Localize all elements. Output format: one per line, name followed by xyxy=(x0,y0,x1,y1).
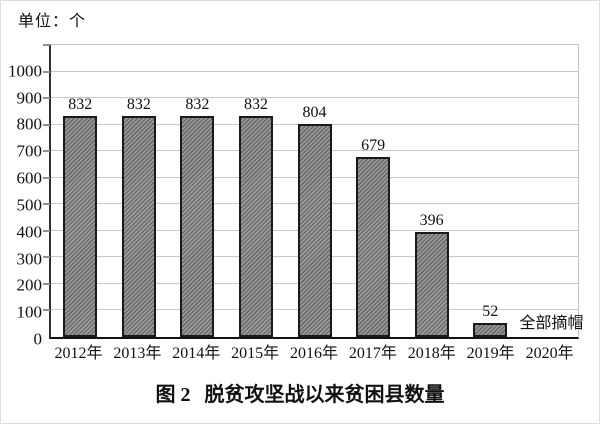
y-tick-label: 400 xyxy=(16,222,43,242)
bar xyxy=(414,231,449,337)
bar-value-label: 52 xyxy=(482,303,499,321)
bar-slot: 832 xyxy=(227,45,286,337)
y-tick-label: 900 xyxy=(16,88,43,108)
bar-value-label: 832 xyxy=(68,96,93,114)
bar xyxy=(356,156,391,337)
y-tick-label: 1000 xyxy=(8,61,42,81)
y-axis-tick xyxy=(43,150,50,153)
y-axis-tick xyxy=(43,203,50,206)
y-tick-label: 100 xyxy=(16,302,43,322)
figure-title-text: 脱贫攻坚战以来贫困县数量 xyxy=(204,384,445,406)
plot-area: 832 832 832 832 804 679 396 52 全部摘帽 xyxy=(43,44,584,339)
bar-slot: 832 xyxy=(51,45,110,337)
bar-slot: 832 xyxy=(110,45,169,337)
unit-label: 单位：个 xyxy=(18,13,87,30)
bar-value-label: 832 xyxy=(185,96,210,114)
y-axis-tick xyxy=(43,176,50,179)
x-tick-label: 2020年 xyxy=(525,345,574,362)
bar xyxy=(180,116,215,337)
bar xyxy=(238,116,273,337)
figure-number: 图 2 xyxy=(155,384,191,406)
bar-slot: 832 xyxy=(168,45,227,337)
y-axis-tick xyxy=(43,97,50,100)
y-axis-tick xyxy=(43,229,50,232)
bar xyxy=(297,123,332,337)
bar-slot: 全部摘帽 xyxy=(519,45,584,337)
bar-slot: 804 xyxy=(285,45,344,337)
y-axis-tick xyxy=(43,256,50,259)
bar-series: 832 832 832 832 804 679 396 52 全部摘帽 xyxy=(51,45,584,337)
x-tick-label: 2013年 xyxy=(113,345,162,362)
y-axis-tick xyxy=(43,70,50,73)
x-tick-label: 2014年 xyxy=(172,345,221,362)
gridline xyxy=(51,70,578,72)
y-axis-tick xyxy=(43,309,50,312)
x-tick-label: 2015年 xyxy=(231,345,280,362)
gridline xyxy=(51,97,578,99)
bar xyxy=(121,116,156,337)
y-axis-labels: 0 100 200 300 400 500 600 700 800 900 1000 xyxy=(1,44,43,347)
bar xyxy=(473,323,508,337)
bar xyxy=(63,116,98,337)
x-tick-label: 2016年 xyxy=(290,345,339,362)
y-tick-label: 600 xyxy=(16,168,43,188)
x-axis-labels: 2012年 2013年 2014年 2015年 2016年 2017年 2018年 2019年… xyxy=(49,344,579,363)
y-tick-label: 0 xyxy=(33,329,43,349)
y-tick-label: 700 xyxy=(16,141,43,161)
y-axis-tick xyxy=(43,44,50,46)
bar-value-label: 832 xyxy=(243,96,268,114)
y-axis-tick xyxy=(43,123,50,126)
y-tick-label: 500 xyxy=(16,195,43,215)
bar-value-label: 679 xyxy=(361,136,386,154)
bar-slot: 52 xyxy=(461,45,520,337)
y-axis-tick xyxy=(43,282,50,285)
y-tick-label: 300 xyxy=(16,249,43,269)
figure-title: 图 2 脱贫攻坚战以来贫困县数量 xyxy=(1,384,599,406)
bar-value-label: 832 xyxy=(126,96,151,114)
x-tick-label: 2018年 xyxy=(407,345,456,362)
bar-slot: 679 xyxy=(344,45,403,337)
bar-value-label: 396 xyxy=(419,211,444,229)
x-tick-label: 2019年 xyxy=(466,345,515,362)
annotation-label: 全部摘帽 xyxy=(519,315,584,332)
x-tick-label: 2012年 xyxy=(54,345,103,362)
x-tick-label: 2017年 xyxy=(348,345,397,362)
y-tick-label: 800 xyxy=(16,114,43,134)
bar-slot: 396 xyxy=(402,45,461,337)
y-tick-label: 200 xyxy=(16,275,43,295)
bar-value-label: 804 xyxy=(302,103,327,121)
